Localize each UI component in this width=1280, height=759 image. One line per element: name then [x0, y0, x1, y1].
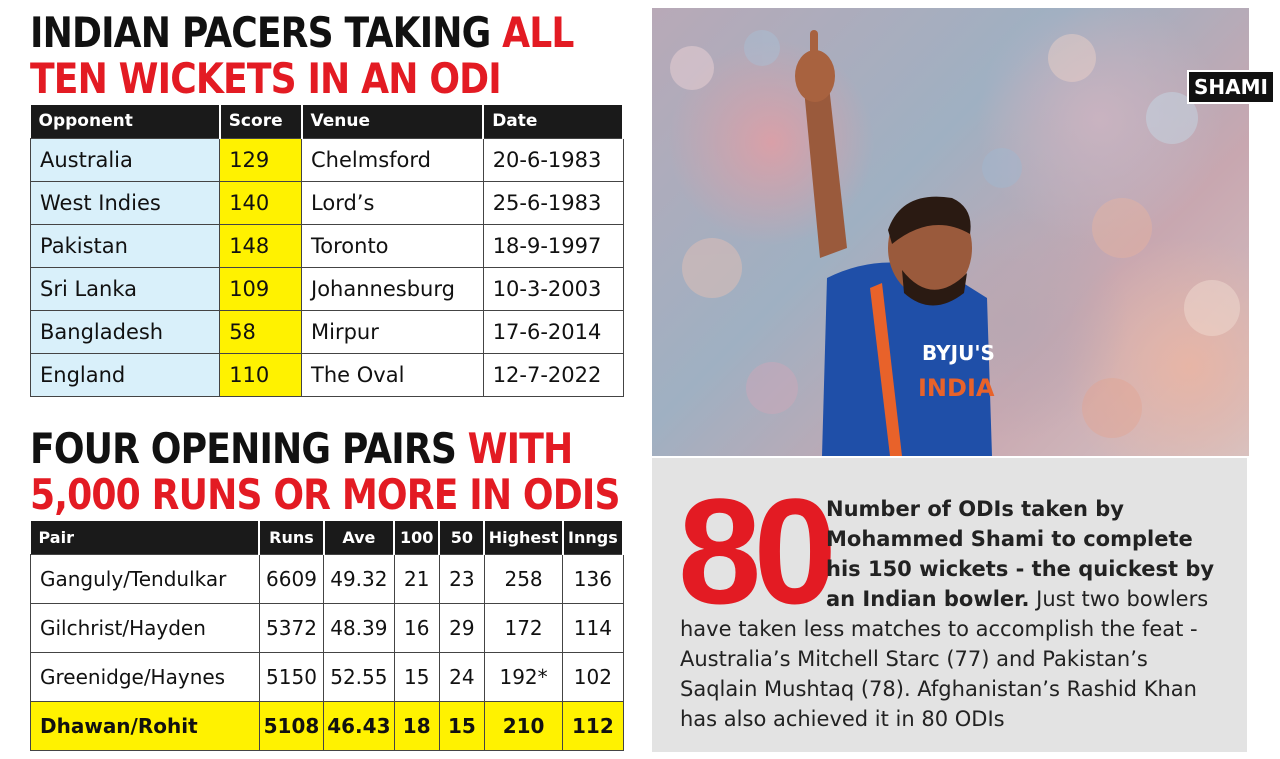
fact-box: [652, 458, 1247, 752]
cell-venue: Toronto: [301, 223, 484, 268]
cell-100: 16: [393, 602, 440, 653]
fact-text: Number of ODIs taken by Mohammed Shami t…: [680, 494, 1230, 734]
col-header-score: Score: [219, 105, 303, 138]
col-header-highest: Highest: [484, 521, 564, 554]
cell-pair: Gilchrist/Hayden: [30, 602, 260, 653]
table-row: Ganguly/Tendulkar 6609 49.32 21 23 258 1…: [30, 553, 624, 604]
jersey-text: INDIA: [918, 374, 995, 402]
table-row: Australia 129 Chelmsford 20-6-1983: [29, 137, 624, 182]
cell-highest: 210: [483, 700, 564, 751]
fact-bold-text: Number of ODIs taken by Mohammed Shami t…: [826, 497, 1215, 611]
fact-body-text: Just two bowlers have taken less matches…: [680, 587, 1209, 731]
cell-date: 20-6-1983: [482, 137, 624, 182]
cell-50: 29: [438, 602, 485, 653]
cell-score: 109: [219, 266, 303, 311]
cell-pair: Ganguly/Tendulkar: [30, 553, 260, 604]
cell-opponent: Sri Lanka: [29, 266, 221, 311]
cell-opponent: Pakistan: [29, 223, 221, 268]
cell-ave: 48.39: [323, 602, 395, 653]
cell-inngs: 114: [562, 602, 624, 653]
cell-runs: 5372: [258, 602, 325, 653]
headline-pacers-red-2: TEN WICKETS IN AN ODI: [30, 54, 502, 103]
cell-date: 12-7-2022: [482, 352, 624, 397]
cell-opponent: Australia: [29, 137, 221, 182]
cell-highest: 192*: [483, 651, 564, 702]
cell-highest: 258: [483, 553, 564, 604]
cell-venue: Lord’s: [301, 180, 484, 225]
sponsor-text: BYJU'S: [922, 341, 995, 365]
col-header-date: Date: [483, 105, 624, 138]
cell-venue: The Oval: [301, 352, 484, 397]
cell-ave: 49.32: [323, 553, 395, 604]
table-row: West Indies 140 Lord’s 25-6-1983: [29, 180, 624, 225]
opening-pairs-table: Pair Runs Ave 100 50 Highest Inngs Gangu…: [30, 521, 625, 751]
cell-venue: Johannesburg: [301, 266, 484, 311]
col-header-ave: Ave: [323, 521, 396, 554]
cell-100: 21: [393, 553, 440, 604]
headline-pairs-red-1: WITH: [467, 424, 574, 473]
col-header-50: 50: [439, 521, 486, 554]
table-header-row: Opponent Score Venue Date: [30, 105, 624, 138]
headline-pairs-red-2: 5,000 RUNS OR MORE IN ODIS: [30, 470, 620, 519]
table-row: Bangladesh 58 Mirpur 17-6-2014: [29, 309, 624, 354]
cell-runs: 5150: [258, 651, 325, 702]
cell-score: 148: [219, 223, 303, 268]
cell-pair: Greenidge/Haynes: [30, 651, 260, 702]
headline-opening-pairs: FOUR OPENING PAIRS WITH 5,000 RUNS OR MO…: [30, 426, 620, 518]
cell-pair: Dhawan/Rohit: [30, 700, 260, 751]
headline-pacers-black: INDIAN PACERS TAKING: [30, 8, 503, 57]
cell-score: 140: [219, 180, 303, 225]
cell-50: 24: [438, 651, 485, 702]
table-row-highlighted: Dhawan/Rohit 5108 46.43 18 15 210 112: [30, 700, 624, 751]
table-row: England 110 The Oval 12-7-2022: [29, 352, 624, 397]
cell-inngs: 112: [562, 700, 624, 751]
ten-wickets-table: Opponent Score Venue Date Australia 129 …: [29, 105, 624, 397]
player-illustration: BYJU'S INDIA: [670, 30, 1240, 456]
cell-50: 23: [438, 553, 485, 604]
cell-date: 17-6-2014: [482, 309, 624, 354]
cell-ave: 52.55: [323, 651, 395, 702]
col-header-100: 100: [394, 521, 441, 554]
big-number: 80: [678, 467, 837, 635]
cell-ave: 46.43: [323, 700, 395, 751]
headline-pacers-red-1: ALL: [502, 8, 574, 57]
player-photo: BYJU'S INDIA: [652, 8, 1249, 456]
cell-date: 25-6-1983: [482, 180, 624, 225]
cell-highest: 172: [483, 602, 564, 653]
cell-runs: 6609: [258, 553, 325, 604]
col-header-pair: Pair: [30, 521, 261, 554]
table-header-row: Pair Runs Ave 100 50 Highest Inngs: [30, 521, 625, 554]
cell-venue: Chelmsford: [301, 137, 484, 182]
cell-inngs: 102: [562, 651, 624, 702]
cell-score: 129: [219, 137, 303, 182]
headline-pacers: INDIAN PACERS TAKING ALL TEN WICKETS IN …: [30, 10, 574, 102]
headline-pairs-black: FOUR OPENING PAIRS: [30, 424, 468, 473]
table-row: Pakistan 148 Toronto 18-9-1997: [29, 223, 624, 268]
col-header-venue: Venue: [301, 105, 485, 138]
cell-venue: Mirpur: [301, 309, 484, 354]
cell-date: 10-3-2003: [482, 266, 624, 311]
cell-opponent: Bangladesh: [29, 309, 221, 354]
cell-score: 58: [219, 309, 303, 354]
cell-runs: 5108: [258, 700, 325, 751]
cell-score: 110: [219, 352, 303, 397]
cell-date: 18-9-1997: [482, 223, 624, 268]
cell-opponent: West Indies: [29, 180, 221, 225]
table-row: Sri Lanka 109 Johannesburg 10-3-2003: [29, 266, 624, 311]
player-name-badge: SHAMI: [1187, 70, 1275, 104]
table-row: Greenidge/Haynes 5150 52.55 15 24 192* 1…: [30, 651, 624, 702]
cell-opponent: England: [29, 352, 221, 397]
cell-50: 15: [438, 700, 485, 751]
cell-100: 18: [393, 700, 440, 751]
col-header-runs: Runs: [259, 521, 325, 554]
cell-inngs: 136: [562, 553, 624, 604]
table-row: Gilchrist/Hayden 5372 48.39 16 29 172 11…: [30, 602, 624, 653]
col-header-opponent: Opponent: [30, 105, 221, 138]
col-header-inngs: Inngs: [562, 521, 625, 554]
cell-100: 15: [393, 651, 440, 702]
